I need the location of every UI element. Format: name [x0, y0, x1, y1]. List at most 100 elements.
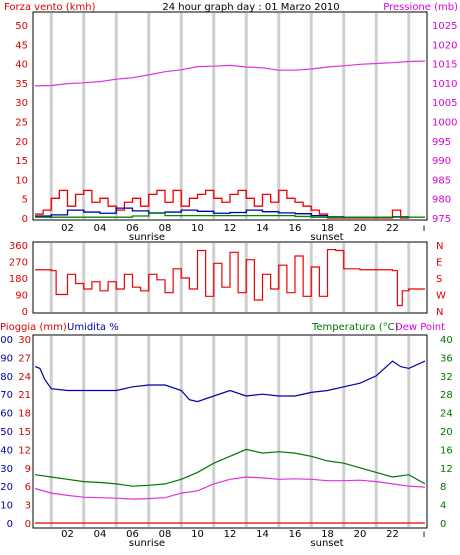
panel1-right-tick: 975	[432, 214, 451, 225]
panel3-x-tick: ı	[423, 529, 426, 540]
humidity-tick: 40	[0, 445, 13, 456]
humidity-tick: 90	[0, 353, 13, 364]
panel3-x-tick: 06	[126, 529, 139, 540]
panel1-x-tick: 16	[289, 223, 302, 234]
panel3-frame	[32, 334, 428, 529]
sunrise-label: sunrise	[129, 232, 165, 243]
panel2-right-tick: N	[436, 307, 443, 318]
temperature-tick: 32	[440, 372, 453, 383]
temperature-tick: 4	[440, 501, 446, 512]
panel1-x-tick: 22	[386, 223, 399, 234]
wind-series-line	[35, 212, 425, 218]
panel1-right-tick: 1010	[432, 79, 457, 90]
panel3-x-tick: 12	[224, 529, 237, 540]
humidity-tick: 30	[0, 464, 13, 475]
panel1-x-tick: 18	[321, 223, 334, 234]
panel2-right-tick: N	[436, 241, 443, 252]
panel1-x-tick: 10	[191, 223, 204, 234]
humidity-tick: 10	[0, 501, 13, 512]
panel3-x-tick: 08	[159, 529, 172, 540]
panel3-x-tick: 10	[191, 529, 204, 540]
panel1-left-tick: 45	[15, 40, 28, 51]
panel2-right-tick: S	[436, 274, 442, 285]
panel1-right-tick: 985	[432, 175, 451, 186]
rain-tick: 6	[25, 482, 31, 493]
humidity-tick: 0	[7, 519, 13, 530]
panel1-right-tick: 1015	[432, 60, 457, 71]
rain-tick: 21	[18, 390, 31, 401]
panel1-right-tick: 1005	[432, 98, 457, 109]
panel1-left-tick: 25	[15, 118, 28, 129]
panel2-right-tick: W	[436, 291, 446, 302]
panel1-left-tick: 10	[15, 175, 28, 186]
rain-tick: 9	[25, 464, 31, 475]
wind-direction-line	[35, 248, 425, 307]
rain-tick: 12	[18, 445, 31, 456]
temperature-tick: 20	[440, 427, 453, 438]
temperature-line	[34, 448, 426, 487]
dewpoint-line	[34, 476, 426, 500]
panel1-left-tick: 35	[15, 79, 28, 90]
panel1-frame	[32, 11, 428, 221]
panel1-left-axis-label: Forza vento (kmh)	[4, 2, 96, 13]
rain-tick: 24	[18, 372, 31, 383]
panel1-left-tick: 0	[22, 214, 28, 225]
panel2-left-tick: 180	[9, 274, 28, 285]
temperature-tick: 24	[440, 409, 453, 420]
humidity-axis-label: Umidita %	[67, 322, 119, 333]
panel2-left-tick: 90	[15, 291, 28, 302]
panel1-right-tick: 995	[432, 137, 451, 148]
panel1-x-tick: 04	[94, 223, 107, 234]
humidity-tick: 80	[0, 372, 13, 383]
sunset-label: sunset	[310, 232, 343, 243]
panel1-x-tick: 08	[159, 223, 172, 234]
panel3-x-tick: 18	[321, 529, 334, 540]
panel1-x-tick: 06	[126, 223, 139, 234]
panel1-left-tick: 30	[15, 98, 28, 109]
panel1-left-tick: 5	[22, 195, 28, 206]
humidity-tick: 20	[0, 482, 13, 493]
pressure-line	[34, 60, 426, 87]
panel1-x-tick: 20	[354, 223, 367, 234]
humidity-tick: 50	[0, 427, 13, 438]
rain-tick: 3	[25, 501, 31, 512]
panel1-left-tick: 20	[15, 137, 28, 148]
rain-tick: 15	[18, 427, 31, 438]
rain-tick: 0	[25, 519, 31, 530]
rain-tick: 27	[18, 353, 31, 364]
panel1-left-tick: 15	[15, 156, 28, 167]
panel1-right-tick: 980	[432, 195, 451, 206]
panel1-title: 24 hour graph day : 01 Marzo 2010	[162, 2, 339, 13]
panel3-x-tick: 02	[61, 529, 74, 540]
temperature-tick: 40	[440, 335, 453, 346]
panel1-right-tick: 990	[432, 156, 451, 167]
panel1-x-tick: ı	[423, 223, 426, 234]
temperature-tick: 0	[440, 519, 446, 530]
wind-series-line	[35, 189, 409, 219]
panel2-left-tick: 270	[9, 258, 28, 269]
panel2-right-tick: E	[436, 258, 442, 269]
rain-axis-label: Pioggia (mm)	[0, 322, 67, 333]
rain-tick: 30	[18, 335, 31, 346]
sunrise-label-bottom: sunrise	[129, 538, 165, 549]
panel1-left-tick: 40	[15, 60, 28, 71]
panel3-x-tick: 16	[289, 529, 302, 540]
temperature-tick: 12	[440, 464, 453, 475]
temperature-tick: 16	[440, 445, 453, 456]
panel3-x-tick: 04	[94, 529, 107, 540]
panel1-right-tick: 1020	[432, 40, 457, 51]
humidity-tick: 70	[0, 390, 13, 401]
temperature-tick: 28	[440, 390, 453, 401]
dewpoint-axis-label: Dew Point	[395, 322, 445, 333]
humidity-line	[34, 360, 426, 403]
panel2-left-tick: 360	[9, 241, 28, 252]
humidity-tick: 60	[0, 409, 13, 420]
panel1-right-axis-label: Pressione (mb)	[383, 2, 458, 13]
panel1-x-tick: 12	[224, 223, 237, 234]
panel3-x-tick: 22	[386, 529, 399, 540]
humidity-tick: 100	[0, 335, 13, 346]
temperature-axis-label: Temperatura (°C)	[311, 322, 399, 333]
panel3-x-tick: 20	[354, 529, 367, 540]
